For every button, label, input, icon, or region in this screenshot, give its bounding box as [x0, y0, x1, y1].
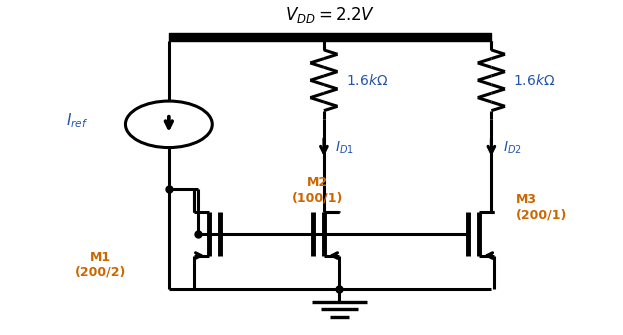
Text: M2
(100/1): M2 (100/1)	[292, 176, 343, 204]
Text: $1.6k\Omega$: $1.6k\Omega$	[513, 73, 555, 88]
Text: $V_{DD}=2.2V$: $V_{DD}=2.2V$	[285, 5, 375, 25]
Text: M1
(200/2): M1 (200/2)	[75, 251, 126, 279]
Text: $I_{ref}$: $I_{ref}$	[65, 112, 88, 130]
Text: $I_{D2}$: $I_{D2}$	[503, 139, 521, 156]
Text: M3
(200/1): M3 (200/1)	[516, 193, 568, 221]
Text: $I_{D1}$: $I_{D1}$	[335, 139, 354, 156]
Text: $1.6k\Omega$: $1.6k\Omega$	[346, 73, 388, 88]
